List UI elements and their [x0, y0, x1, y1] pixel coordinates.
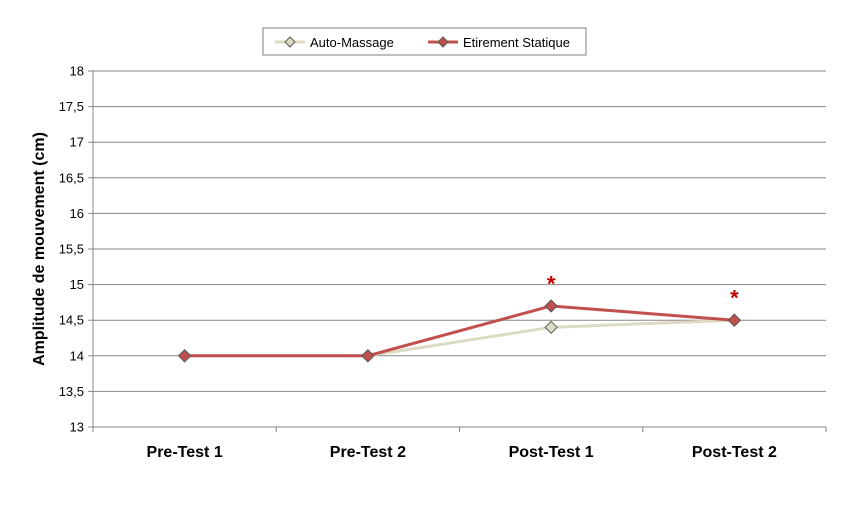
- legend-marker: [284, 36, 296, 48]
- data-point: [544, 320, 558, 335]
- x-tick-label: Pre-Test 2: [330, 444, 406, 461]
- legend-box: [262, 27, 587, 56]
- y-tick-label: 13,5: [59, 384, 84, 399]
- data-point: [727, 313, 742, 327]
- legend-items: Auto-Massage Etirement Statique: [275, 35, 570, 50]
- y-tick-label: 17: [70, 135, 84, 150]
- significance-annotation: *: [547, 271, 556, 296]
- y-tick-label: 14,5: [59, 313, 84, 328]
- series-layer: [177, 299, 742, 363]
- x-tick-label: Post-Test 2: [692, 444, 777, 461]
- legend-label: Etirement Statique: [463, 35, 570, 50]
- legend-label: Auto-Massage: [310, 35, 394, 50]
- y-axis-label: Amplitude de mouvement (cm): [31, 132, 48, 366]
- x-tick-label: Post-Test 1: [509, 444, 594, 461]
- y-tick-label: 16: [70, 206, 84, 221]
- significance-annotation: *: [730, 286, 739, 311]
- legend: Auto-Massage Etirement Statique: [262, 27, 587, 56]
- data-point: [544, 299, 558, 313]
- y-tick-label: 13: [70, 420, 84, 435]
- series-line: [184, 304, 735, 358]
- y-tick-label: 15,5: [59, 242, 84, 257]
- data-point: [177, 349, 192, 363]
- grid-layer: [93, 70, 826, 392]
- x-tick-label: Pre-Test 1: [147, 444, 223, 461]
- y-tick-label: 17,5: [59, 99, 84, 114]
- data-point: [361, 349, 375, 363]
- legend-marker: [437, 36, 449, 48]
- series-line: [184, 318, 735, 358]
- annotation-layer: **: [547, 271, 739, 310]
- y-tick-label: 18: [70, 64, 84, 79]
- y-tick-label: 16,5: [59, 170, 84, 185]
- y-tick-label: 14: [70, 348, 84, 363]
- axis-layer: 13 13,5 14 14,5 15 15,5 16 16,5 17 17,5 18 Pre-Test…: [59, 64, 827, 461]
- y-tick-label: 15: [70, 277, 84, 292]
